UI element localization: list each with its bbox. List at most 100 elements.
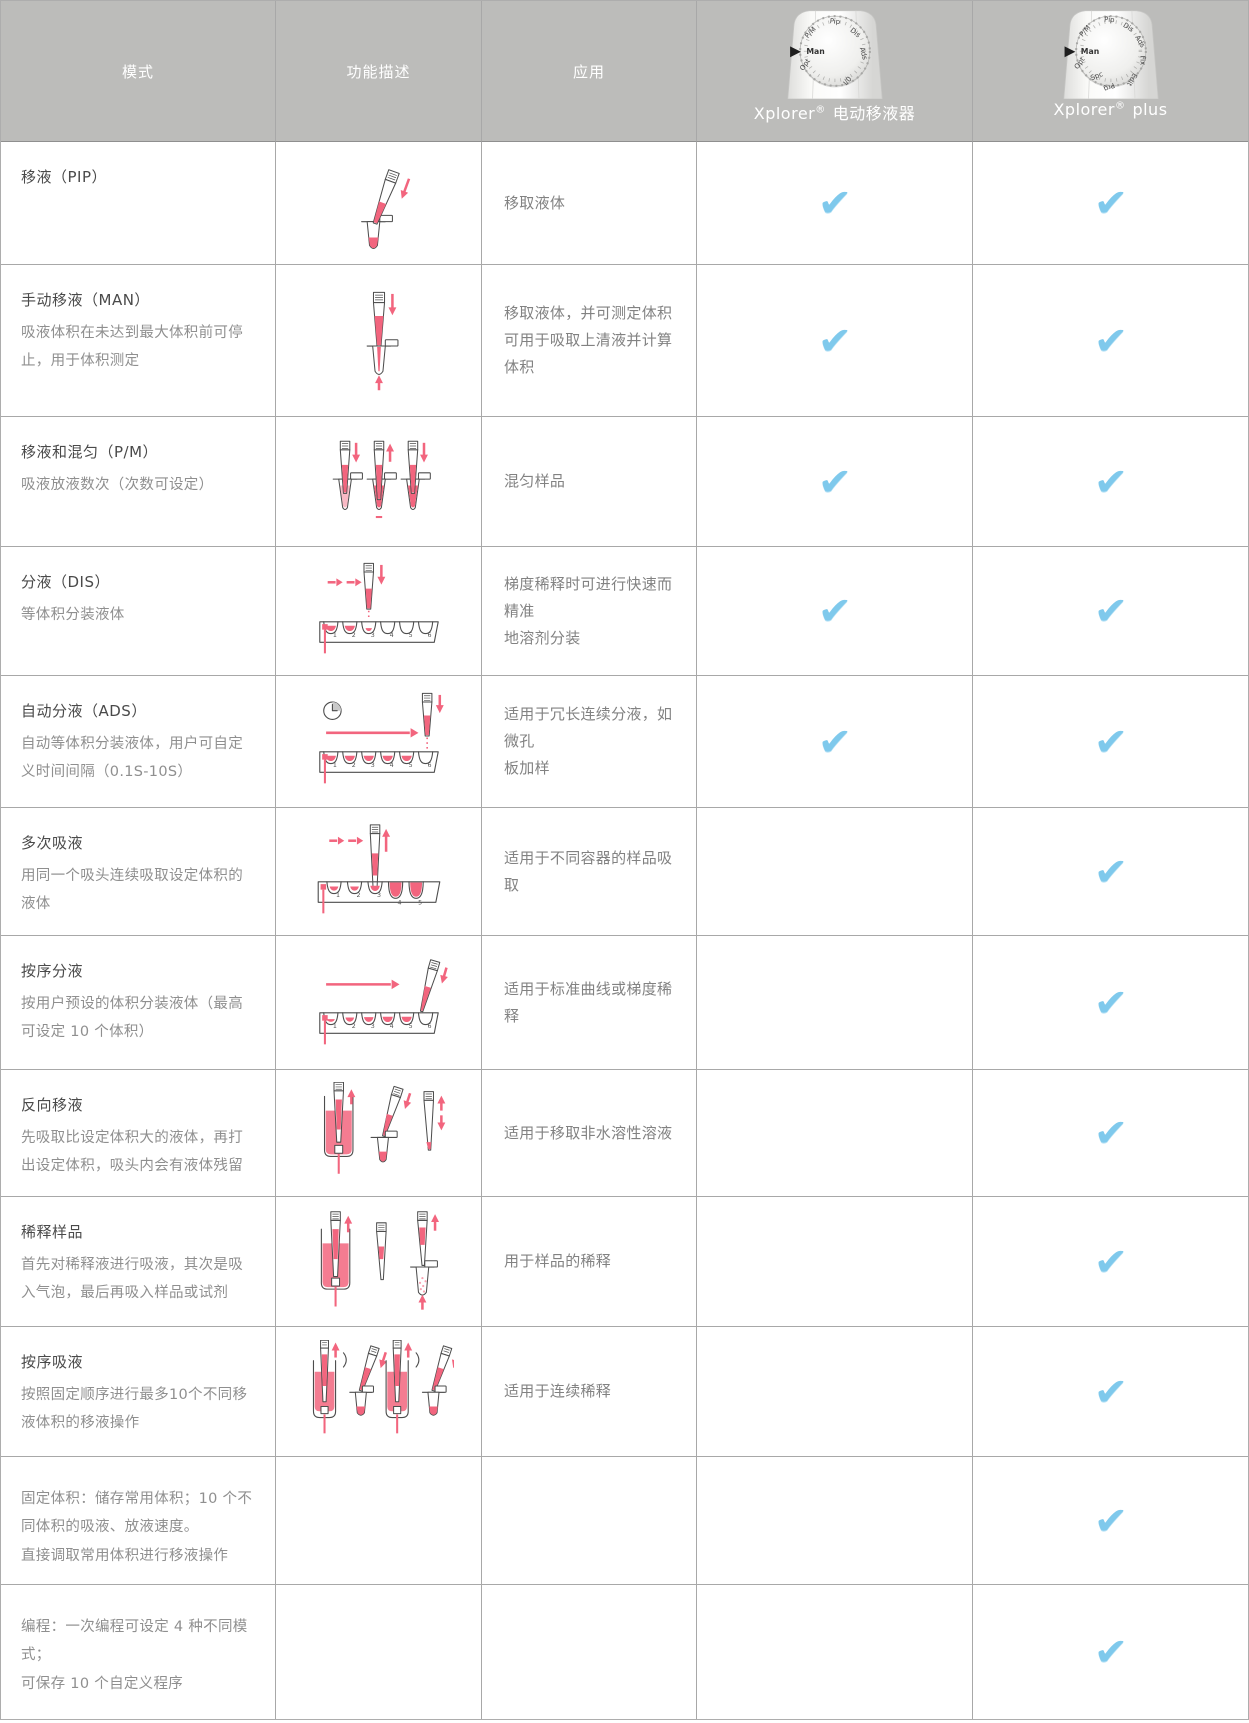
dial-label: 0/I bbox=[840, 74, 852, 86]
pipette-tip bbox=[369, 824, 380, 889]
mode-title: 手动移液（MAN） bbox=[21, 291, 150, 309]
well-strip: 1 2 3 4 5 6 bbox=[318, 620, 439, 653]
mode-title: 稀释样品 bbox=[21, 1223, 84, 1241]
column-header-mode: 模式 bbox=[1, 1, 276, 142]
svg-text:6: 6 bbox=[427, 631, 431, 638]
xplorer-check-cell bbox=[697, 1197, 973, 1327]
pipette-tip bbox=[392, 1340, 402, 1403]
svg-text:4: 4 bbox=[389, 631, 393, 638]
table-row: 移液（PIP） bbox=[1, 142, 1248, 265]
table-row: 移液和混匀（P/M） 吸液放液数次（次数可设定） bbox=[1, 417, 1248, 547]
microtube bbox=[366, 339, 398, 375]
application-cell: 用于样品的稀释 bbox=[482, 1197, 697, 1327]
table-row: 分液（DIS） 等体积分装液体 bbox=[1, 547, 1248, 676]
pipette-tip bbox=[375, 1222, 387, 1281]
mode-cell: 按序分液 按用户预设的体积分装液体（最高可设定 10 个体积） bbox=[1, 936, 276, 1070]
svg-text:3: 3 bbox=[370, 1023, 374, 1030]
check-icon: ✔ bbox=[1093, 1369, 1128, 1414]
svg-text:4: 4 bbox=[389, 762, 393, 769]
mode-title: 移液和混匀（P/M） bbox=[21, 443, 159, 461]
pipette-tip bbox=[339, 440, 350, 494]
microtube bbox=[370, 1130, 398, 1162]
arrow-right-icon bbox=[325, 728, 418, 738]
arrow-up-icon bbox=[385, 443, 394, 462]
xplorer-plus-check-cell: ✔ bbox=[973, 417, 1248, 547]
arrow-down-icon bbox=[400, 177, 410, 199]
mode-title: 移液（PIP） bbox=[21, 168, 108, 186]
clock-icon bbox=[322, 701, 342, 720]
column-header-function: 功能描述 bbox=[276, 1, 482, 142]
arrow-up-icon bbox=[417, 1294, 426, 1310]
application-cell: 适用于连续稀释 bbox=[482, 1327, 697, 1457]
column-header-xplorer-plus: P/M Pip Dis Ads Fix Edit Prg Spc Opt Man… bbox=[973, 1, 1248, 142]
pm-illustration bbox=[332, 440, 431, 519]
arrow-down-icon bbox=[451, 1359, 454, 1369]
dial-label: Prg bbox=[1102, 81, 1116, 93]
arrow-up-icon bbox=[346, 1088, 355, 1104]
mode-cell: 分液（DIS） 等体积分装液体 bbox=[1, 547, 276, 676]
check-icon: ✔ bbox=[817, 459, 852, 504]
check-icon: ✔ bbox=[1093, 318, 1128, 363]
mode-cell: 固定体积：储存常用体积；10 个不同体积的吸液、放液速度。 直接调取常用体积进行… bbox=[1, 1457, 276, 1585]
dial-pointer-icon bbox=[1064, 46, 1075, 58]
arrow-down-icon bbox=[419, 442, 428, 463]
xplorer-check-cell: ✔ bbox=[697, 142, 973, 265]
xplorer-plus-check-cell: ✔ bbox=[973, 1070, 1248, 1197]
pipette-tip bbox=[422, 1090, 434, 1151]
arrow-down-icon bbox=[351, 442, 360, 463]
pipette-tip bbox=[329, 1211, 341, 1278]
pip-illustration bbox=[360, 168, 410, 249]
check-icon: ✔ bbox=[1093, 719, 1128, 764]
illustration-cell bbox=[276, 1327, 482, 1457]
dial-label: Ads bbox=[857, 46, 868, 61]
arrow-up-icon bbox=[374, 375, 383, 391]
pipette-tip bbox=[407, 440, 418, 494]
column-header-application: 应用 bbox=[482, 1, 697, 142]
application-cell: 移取液体 bbox=[482, 142, 697, 265]
arrow-right-icon bbox=[325, 979, 400, 990]
dilution-illustration bbox=[320, 1211, 439, 1310]
table-row: 固定体积：储存常用体积；10 个不同体积的吸液、放液速度。 直接调取常用体积进行… bbox=[1, 1457, 1248, 1585]
arrow-right-icon bbox=[347, 836, 363, 845]
mode-cell: 编程：一次编程可设定 4 种不同模式； 可保存 10 个自定义程序 bbox=[1, 1585, 276, 1719]
application-cell: 适用于标准曲线或梯度稀释 bbox=[482, 936, 697, 1070]
beaker bbox=[385, 1360, 409, 1434]
arrow-up-icon bbox=[331, 1342, 340, 1358]
application-cell: 适用于不同容器的样品吸取 bbox=[482, 808, 697, 936]
check-icon: ✔ bbox=[1093, 980, 1128, 1025]
table-row: 编程：一次编程可设定 4 种不同模式； 可保存 10 个自定义程序 ✔ bbox=[1, 1585, 1248, 1719]
arrow-up-down-icon bbox=[436, 1095, 445, 1130]
svg-text:2: 2 bbox=[351, 631, 355, 638]
xplorer-check-cell bbox=[697, 1457, 973, 1585]
svg-text:3: 3 bbox=[370, 631, 374, 638]
mode-description: 编程：一次编程可设定 4 种不同模式； 可保存 10 个自定义程序 bbox=[21, 1619, 248, 1692]
svg-text:6: 6 bbox=[427, 1023, 431, 1030]
arrow-up-icon bbox=[343, 1215, 352, 1233]
illustration-cell: 1 2 3 4 5 6 bbox=[276, 547, 482, 676]
well-strip: 1 2 3 4 5 bbox=[317, 881, 440, 914]
xplorer-check-cell: ✔ bbox=[697, 547, 973, 676]
check-icon: ✔ bbox=[1093, 589, 1128, 633]
mode-cell: 反向移液 先吸取比设定体积大的液体，再打出设定体积，吸头内会有液体残留 bbox=[1, 1070, 276, 1197]
illustration-cell bbox=[276, 1070, 482, 1197]
xplorer-check-cell: ✔ bbox=[697, 417, 973, 547]
mode-description: 自动等体积分装液体，用户可自定义时间间隔（0.1S-10S） bbox=[21, 736, 243, 781]
microtube bbox=[409, 1260, 438, 1296]
illustration-cell: 1 2 3 4 5 6 bbox=[276, 676, 482, 808]
illustration-cell bbox=[276, 142, 482, 265]
mode-description: 等体积分装液体 bbox=[21, 607, 125, 623]
svg-text:5: 5 bbox=[408, 631, 412, 638]
check-icon: ✔ bbox=[1093, 459, 1128, 504]
pipette-tip bbox=[419, 959, 448, 1013]
svg-text:3: 3 bbox=[377, 892, 381, 899]
mode-title: 分液（DIS） bbox=[21, 573, 110, 591]
mode-title: 多次吸液 bbox=[21, 834, 84, 852]
mode-cell: 多次吸液 用同一个吸头连续吸取设定体积的液体 bbox=[1, 808, 276, 936]
microtube bbox=[332, 472, 363, 511]
xplorer-plus-check-cell: ✔ bbox=[973, 1585, 1248, 1719]
xplorer-check-cell bbox=[697, 936, 973, 1070]
arrow-up-icon bbox=[430, 1214, 439, 1231]
illustration-cell bbox=[276, 1197, 482, 1327]
pipette-tip bbox=[430, 1345, 454, 1392]
well-strip: 1 2 3 4 5 6 bbox=[318, 1012, 439, 1045]
